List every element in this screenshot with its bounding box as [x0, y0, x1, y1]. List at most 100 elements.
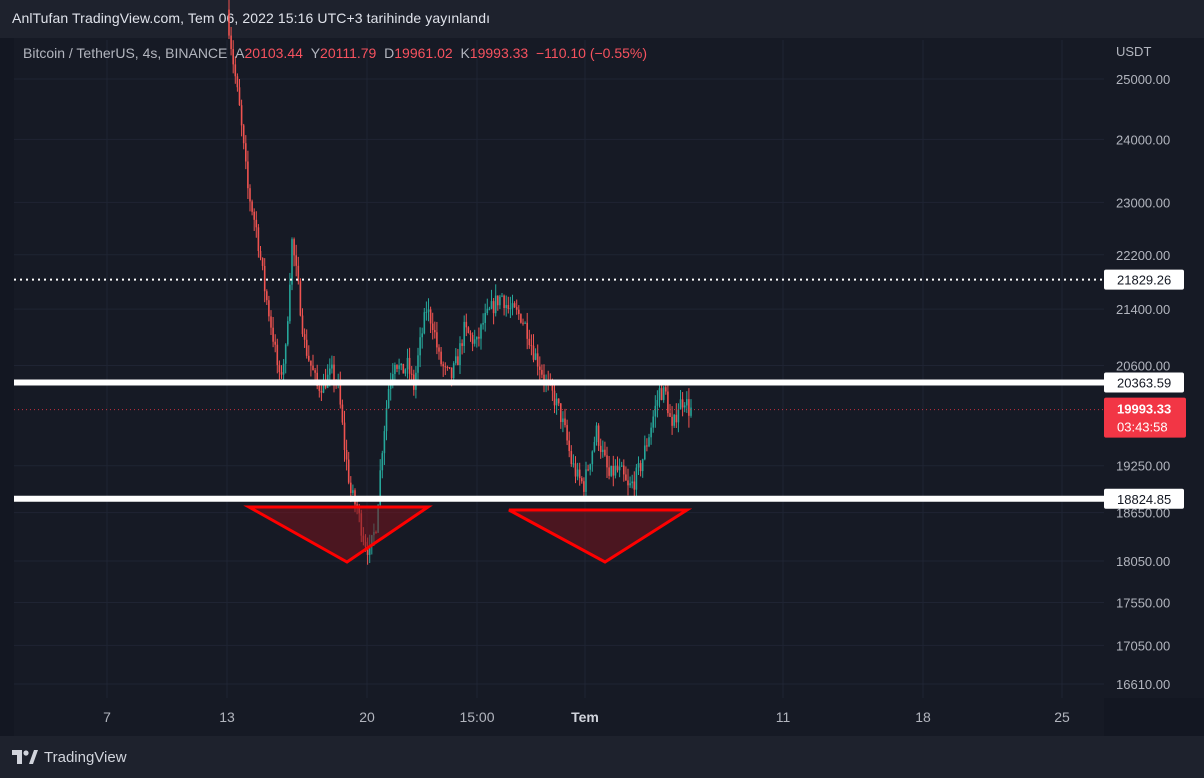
candle-body	[333, 364, 335, 382]
candle-body	[629, 483, 631, 486]
candle-body	[297, 265, 300, 282]
candle-body	[282, 363, 285, 375]
candle-body	[406, 357, 409, 370]
candle-body	[536, 353, 539, 367]
candle-body	[429, 309, 432, 324]
candle-body	[387, 388, 390, 409]
candle-body	[316, 372, 318, 386]
candle-body	[455, 356, 457, 364]
candle-body	[240, 105, 243, 126]
candle-body	[503, 295, 505, 308]
candle-body	[650, 427, 652, 438]
candle-body	[604, 449, 606, 456]
candle-body	[253, 211, 255, 220]
candle-body	[534, 353, 537, 360]
candle-body	[570, 451, 573, 464]
candle-body	[633, 481, 636, 490]
candle-body	[343, 422, 346, 450]
candle-body	[402, 363, 405, 374]
candle-body	[459, 343, 461, 366]
price-tick-label: 18050.00	[1116, 554, 1170, 569]
candle-body	[442, 364, 444, 367]
low-label: D	[384, 45, 395, 61]
candle-body	[436, 332, 438, 348]
candle-body	[530, 345, 533, 347]
candle-body	[591, 451, 594, 465]
candle-body	[461, 343, 463, 346]
candle-body	[612, 465, 615, 476]
candle-body	[686, 399, 688, 406]
tradingview-logo[interactable]: TradingView	[12, 745, 127, 769]
chart-pane[interactable]	[14, 38, 1104, 698]
candle-body	[404, 369, 407, 374]
candle-body	[423, 312, 426, 334]
candle-body	[677, 409, 680, 423]
open-label: A	[235, 45, 245, 61]
candle-body	[394, 365, 396, 375]
candle-body	[595, 425, 598, 443]
price-tick-label: 17050.00	[1116, 638, 1170, 653]
candle-body	[467, 327, 470, 333]
candle-body	[329, 368, 331, 375]
last-price-tag	[1104, 397, 1186, 438]
candle-body	[440, 351, 442, 365]
open-value: 20103.44	[244, 45, 303, 61]
candle-body	[450, 367, 453, 379]
candle-body	[431, 323, 434, 331]
candle-body	[524, 322, 526, 324]
price-tick-label: 21400.00	[1116, 302, 1170, 317]
pattern-triangle-1	[243, 505, 433, 564]
candle-body	[652, 416, 654, 428]
candle-body	[623, 465, 625, 475]
candle-body	[509, 308, 512, 310]
candle-body	[658, 388, 661, 401]
candle-body	[499, 296, 501, 306]
candle-body	[665, 387, 667, 392]
candle-body	[289, 284, 291, 322]
candle-body	[562, 418, 564, 423]
candle-body	[463, 321, 465, 346]
candle-body	[518, 309, 520, 315]
footer-bar	[0, 736, 1204, 778]
candle-body	[301, 315, 304, 335]
candle-body	[251, 201, 253, 212]
candle-body	[259, 251, 262, 258]
candle-body	[606, 455, 608, 468]
candle-body	[593, 442, 596, 452]
candle-body	[310, 360, 312, 366]
candle-body	[669, 413, 671, 417]
candle-body	[627, 480, 629, 486]
price-tick-label: 22200.00	[1116, 248, 1170, 263]
candle-body	[585, 469, 587, 492]
currency-label: USDT	[1116, 44, 1151, 59]
time-tick-label: 18	[915, 709, 931, 725]
candle-body	[681, 399, 684, 408]
candle-body	[532, 345, 535, 360]
candle-body	[478, 336, 480, 339]
candle-body	[599, 445, 602, 452]
level-tag-label: 20363.59	[1117, 376, 1171, 391]
time-tick-label: Tem	[571, 709, 599, 725]
candle-body	[480, 324, 482, 339]
candle-body	[486, 308, 489, 313]
candle-body	[511, 303, 514, 309]
candle-body	[347, 459, 350, 483]
price-tick-label: 17550.00	[1116, 596, 1170, 611]
candle-body	[274, 341, 276, 345]
candle-body	[284, 344, 287, 364]
candle-body	[270, 316, 272, 328]
time-axis[interactable]	[14, 698, 1104, 736]
candle-body	[263, 265, 266, 292]
publish-caption: AnlTufan TradingView.com, Tem 06, 2022 1…	[12, 10, 491, 26]
candle-body	[560, 403, 562, 423]
candle-body	[641, 459, 644, 472]
candle-body	[278, 365, 281, 373]
price-axis[interactable]	[1104, 38, 1204, 698]
candle-body	[515, 307, 518, 310]
tradingview-logo-text: TradingView	[44, 748, 127, 766]
candle-body	[637, 463, 640, 468]
candle-body	[295, 255, 297, 266]
time-tick-label: 15:00	[459, 709, 494, 725]
candle-body	[339, 380, 342, 405]
